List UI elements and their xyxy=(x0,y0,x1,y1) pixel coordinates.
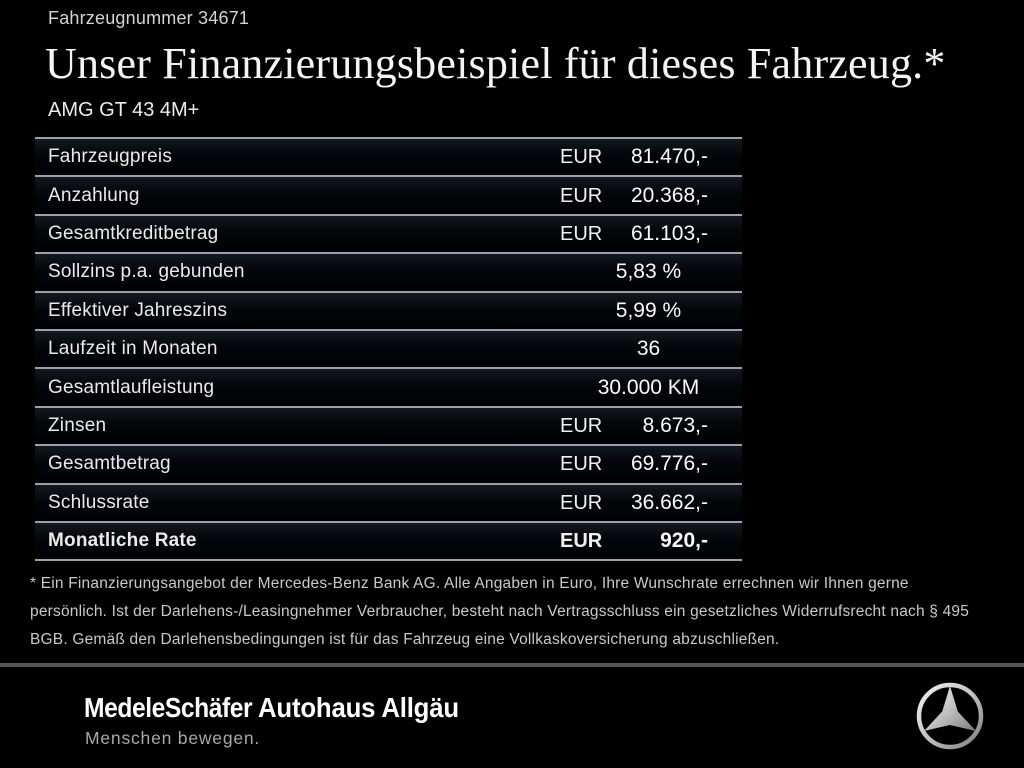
dealer-logo-medele-schaefer: MedeleSchäfer xyxy=(84,692,253,723)
row-value: 8.673,- xyxy=(642,413,708,437)
row-label: Zinsen xyxy=(48,414,107,436)
page-title: Unser Finanzierungsbeispiel für dieses F… xyxy=(45,39,946,88)
row-value: 5,83 % xyxy=(615,260,682,284)
dealer-tagline: Menschen bewegen. xyxy=(85,728,261,748)
row-value: 69.776,- xyxy=(630,452,708,476)
row-value-area: 5,83 % xyxy=(555,260,742,284)
model-name: AMG GT 43 4M+ xyxy=(48,99,200,121)
row-value-area: EUR 36.662,- xyxy=(555,491,742,515)
row-label: Monatliche Rate xyxy=(48,530,197,552)
row-label: Gesamtkreditbetrag xyxy=(48,222,219,244)
row-label: Gesamtbetrag xyxy=(48,453,171,475)
footer-divider xyxy=(0,663,1024,667)
row-value-area: EUR 8.673,- xyxy=(555,414,742,438)
row-currency: EUR xyxy=(560,530,603,553)
table-row-gesamtlaufleistung: Gesamtlaufleistung 30.000 KM xyxy=(35,367,742,406)
row-value: 920,- xyxy=(660,529,708,553)
table-row-fahrzeugpreis: Fahrzeugpreis EUR 81.470,- xyxy=(35,137,742,176)
vehicle-number: Fahrzeugnummer 34671 xyxy=(48,8,250,28)
row-label: Sollzins p.a. gebunden xyxy=(48,261,245,283)
table-row-schlussrate: Schlussrate EUR 36.662,- xyxy=(35,482,742,521)
row-currency: EUR xyxy=(560,414,603,437)
table-row-anzahlung: Anzahlung EUR 20.368,- xyxy=(35,175,742,214)
row-value-area: EUR 69.776,- xyxy=(555,452,742,476)
table-row-gesamtkreditbetrag: Gesamtkreditbetrag EUR 61.103,- xyxy=(35,213,742,253)
row-value: 30.000 KM xyxy=(597,375,700,399)
table-row-gesamtbetrag: Gesamtbetrag EUR 69.776,- xyxy=(35,444,742,483)
row-value: 81.470,- xyxy=(630,145,708,169)
row-value-area: 5,99 % xyxy=(555,299,742,323)
row-currency: EUR xyxy=(560,491,603,514)
row-value: 61.103,- xyxy=(630,221,708,245)
mercedes-star-icon xyxy=(916,682,984,750)
table-row-monatliche-rate: Monatliche Rate EUR 920,- xyxy=(35,520,742,560)
dealer-logo-autohaus-allgaeu: Autohaus Allgäu xyxy=(258,692,459,723)
row-value-area: EUR 81.470,- xyxy=(555,145,742,169)
row-label: Anzahlung xyxy=(48,184,140,206)
table-row-sollzins: Sollzins p.a. gebunden 5,83 % xyxy=(35,252,742,291)
legal-footnote: * Ein Finanzierungsangebot der Mercedes-… xyxy=(30,575,970,648)
row-value-area: EUR 20.368,- xyxy=(555,184,742,208)
row-label: Effektiver Jahreszins xyxy=(48,299,228,321)
row-currency: EUR xyxy=(560,146,603,169)
table-row-effektiver-jahreszins: Effektiver Jahreszins 5,99 % xyxy=(35,290,742,329)
row-currency: EUR xyxy=(560,184,603,207)
row-value: 36 xyxy=(636,337,661,361)
row-label: Laufzeit in Monaten xyxy=(48,338,218,360)
row-label: Fahrzeugpreis xyxy=(48,146,173,168)
finance-table: Fahrzeugpreis EUR 81.470,- Anzahlung EUR… xyxy=(35,137,742,562)
row-currency: EUR xyxy=(560,453,603,476)
row-value-area: 30.000 KM xyxy=(555,376,742,400)
row-label: Gesamtlaufleistung xyxy=(48,376,215,398)
row-value: 36.662,- xyxy=(630,490,708,514)
row-currency: EUR xyxy=(560,222,603,245)
row-value: 20.368,- xyxy=(630,183,708,207)
row-value-area: EUR 920,- xyxy=(555,529,742,553)
row-value: 5,99 % xyxy=(615,298,682,322)
row-value-area: 36 xyxy=(555,337,742,361)
table-row-laufzeit: Laufzeit in Monaten 36 xyxy=(35,328,742,368)
row-label: Schlussrate xyxy=(48,491,150,513)
row-value-area: EUR 61.103,- xyxy=(555,222,742,246)
table-row-zinsen: Zinsen EUR 8.673,- xyxy=(35,405,742,445)
